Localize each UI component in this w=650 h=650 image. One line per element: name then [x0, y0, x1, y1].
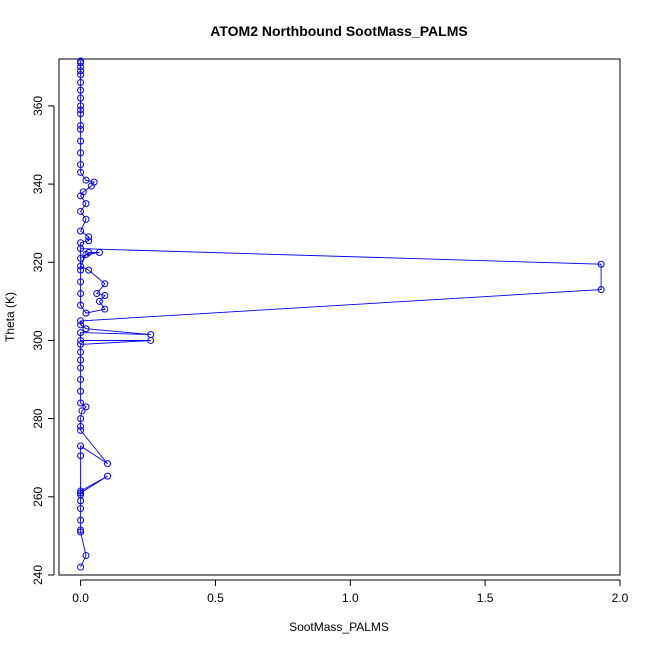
data-point [77, 399, 85, 407]
data-point [77, 239, 85, 247]
data-point [79, 188, 87, 196]
data-point [82, 403, 90, 411]
data-point [77, 110, 85, 118]
data-point [77, 487, 85, 495]
data-point [77, 426, 85, 434]
data-point [77, 387, 85, 395]
data-point [77, 336, 85, 344]
data-point [77, 340, 85, 348]
data-point [77, 415, 85, 423]
data-point [93, 290, 101, 298]
y-tick-label: 320 [31, 252, 45, 272]
data-point [77, 254, 85, 262]
data-point [95, 297, 103, 305]
data-point [77, 227, 85, 235]
y-tick-label: 360 [31, 96, 45, 116]
data-point [82, 200, 90, 208]
data-point [77, 57, 85, 65]
x-tick-label: 0.0 [72, 591, 89, 605]
data-point [77, 59, 85, 67]
data-point [77, 356, 85, 364]
data-point [597, 260, 605, 268]
data-point [77, 301, 85, 309]
data-point [77, 94, 85, 102]
data-point [77, 86, 85, 94]
data-point [77, 376, 85, 384]
data-point [77, 348, 85, 356]
series-points-group [77, 57, 605, 571]
data-point [77, 266, 85, 274]
x-tick-label: 1.0 [342, 591, 359, 605]
y-tick-label: 340 [31, 174, 45, 194]
data-point [90, 178, 98, 186]
chart-title: ATOM2 Northbound SootMass_PALMS [210, 23, 467, 39]
data-point [85, 266, 93, 274]
data-point [77, 137, 85, 145]
y-tick-label: 240 [31, 565, 45, 585]
x-tick-label: 0.5 [207, 591, 224, 605]
y-axis-label: Theta (K) [3, 292, 17, 342]
data-point [77, 290, 85, 298]
data-point [77, 121, 85, 129]
data-point [77, 329, 85, 337]
y-tick-label: 280 [31, 408, 45, 428]
data-point [82, 250, 90, 258]
x-axis-label: SootMass_PALMS [289, 620, 389, 634]
data-point [77, 563, 85, 571]
y-tick-label: 300 [31, 330, 45, 350]
data-point [101, 305, 109, 313]
data-point [77, 491, 85, 499]
data-point [95, 249, 103, 256]
data-point [77, 505, 85, 513]
data-point [77, 78, 85, 86]
data-point [77, 67, 85, 75]
y-axis: 240 260 280 300 320 340 360 [31, 96, 55, 585]
data-point [77, 526, 85, 534]
data-point [101, 292, 109, 299]
data-point [77, 262, 85, 270]
data-point [77, 278, 85, 286]
data-point [85, 233, 93, 241]
y-tick-label: 260 [31, 486, 45, 506]
data-point [82, 215, 90, 223]
data-point [101, 280, 109, 288]
data-point [104, 472, 112, 480]
data-point [147, 331, 155, 339]
data-point [85, 237, 93, 245]
x-tick-label: 2.0 [612, 591, 629, 605]
data-point [77, 102, 85, 110]
x-axis: 0.0 0.5 1.0 1.5 2.0 [72, 579, 629, 605]
data-point [77, 207, 85, 215]
data-point [77, 422, 85, 430]
data-point [77, 125, 85, 133]
data-point [82, 325, 90, 333]
data-point [104, 460, 112, 468]
data-point [77, 106, 85, 114]
data-point [78, 407, 86, 415]
data-point [82, 176, 90, 184]
data-point [77, 321, 85, 329]
data-point [77, 528, 85, 536]
plot-frame [58, 58, 621, 576]
data-point [77, 364, 85, 372]
data-point [77, 317, 85, 325]
data-point [77, 161, 85, 169]
data-point [77, 516, 85, 524]
data-point [77, 71, 85, 79]
data-point [77, 168, 85, 176]
data-point [77, 489, 85, 497]
data-point [82, 551, 90, 559]
data-point [77, 452, 85, 460]
data-point [597, 286, 605, 294]
series-line-group [80, 61, 602, 568]
series-line [80, 61, 602, 568]
x-tick-label: 1.5 [477, 591, 494, 605]
data-point [82, 309, 90, 317]
data-point [77, 149, 85, 157]
data-point [77, 442, 85, 450]
